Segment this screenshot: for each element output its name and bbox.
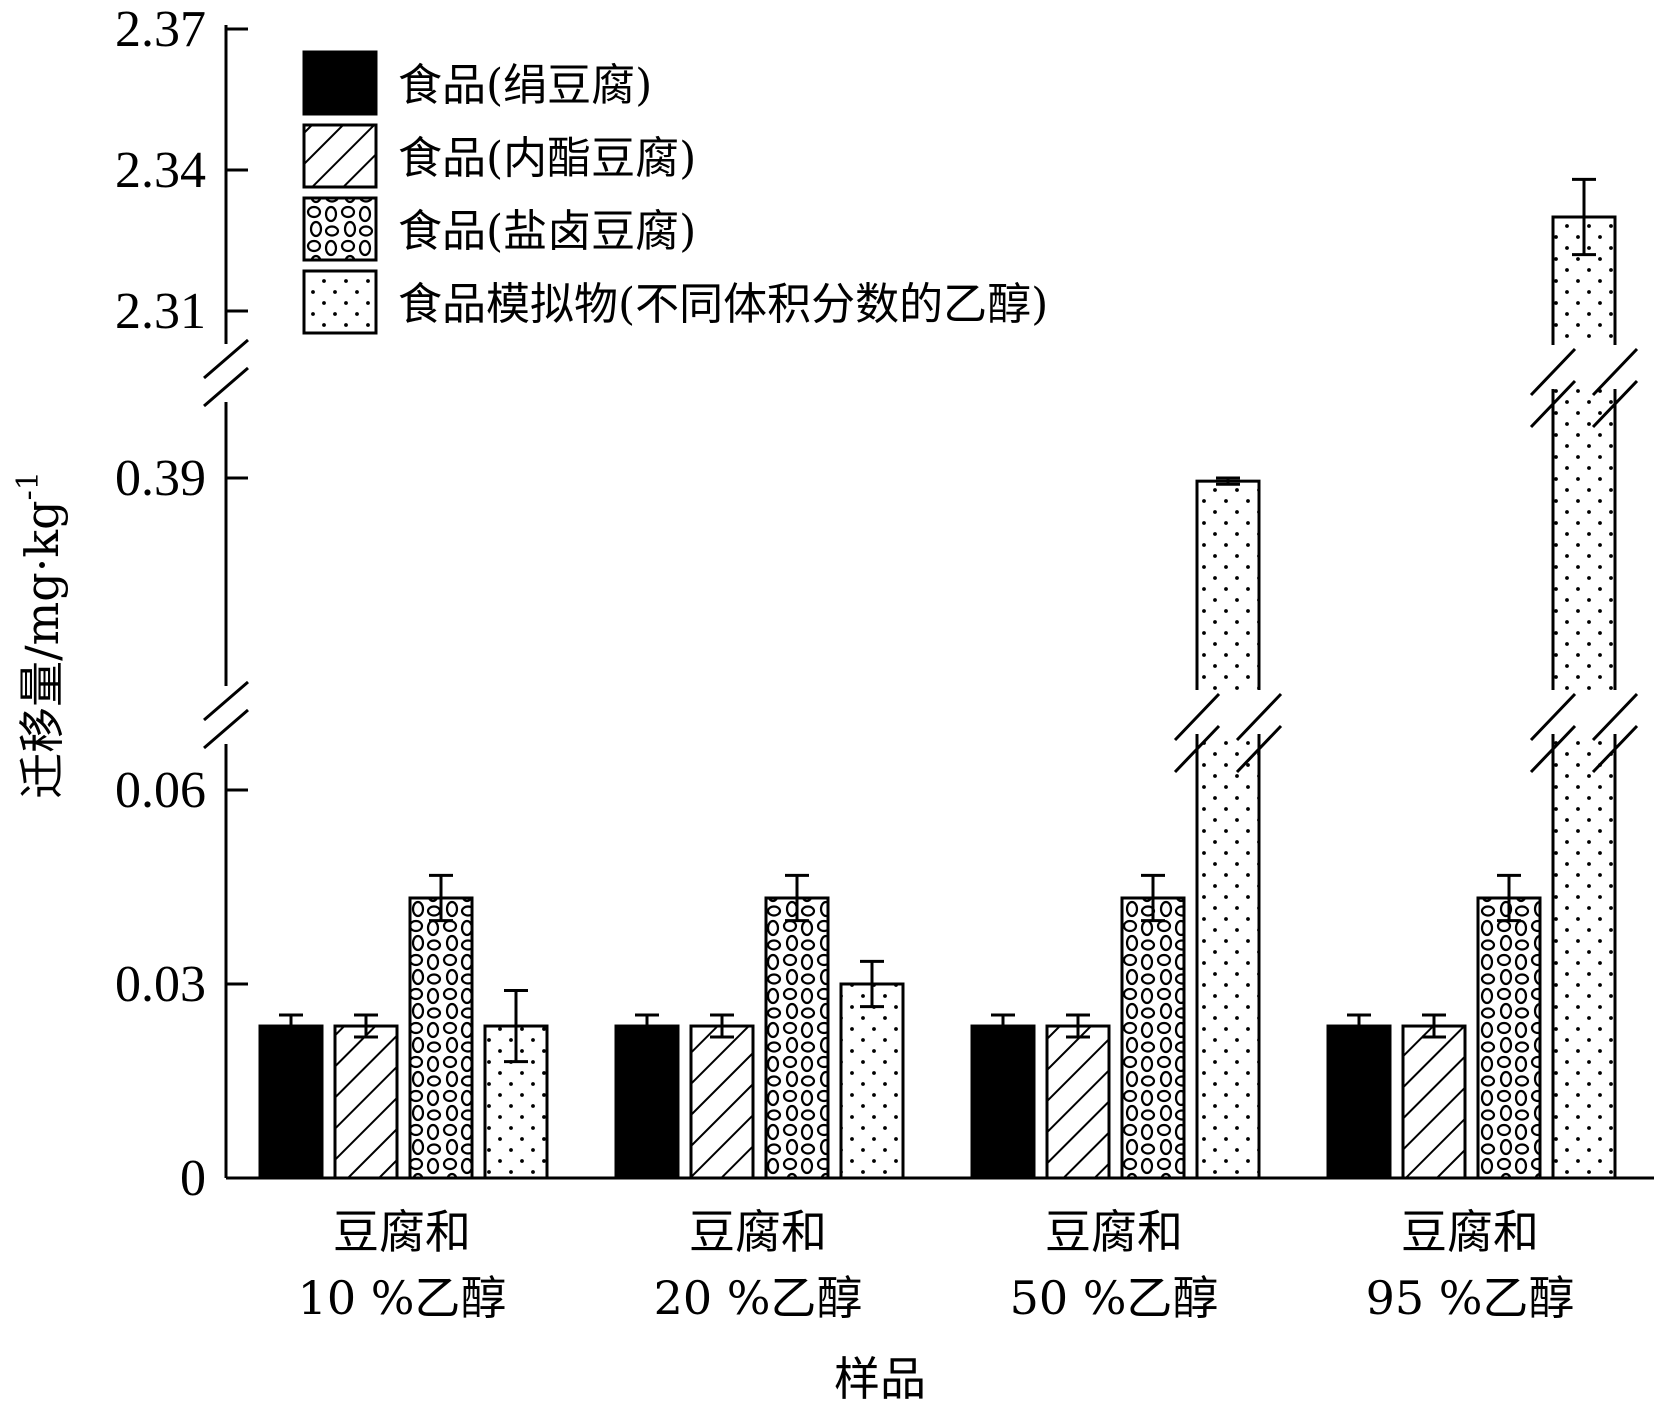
bar-break-mark <box>1591 724 1639 774</box>
x-category-label: 豆腐和 <box>689 1205 827 1259</box>
y-axis-title: 迁移量/mg·kg-1 <box>11 471 69 799</box>
legend-swatch <box>302 196 378 262</box>
y-axis-break-mark <box>203 708 249 750</box>
y-tick-label: 0.03 <box>115 956 206 1013</box>
bar <box>614 1024 680 1180</box>
x-axis-title: 样品 <box>834 1352 926 1406</box>
bar-break-gap <box>1513 690 1654 734</box>
legend-label: 食品(盐卤豆腐) <box>398 206 696 257</box>
bar <box>1401 1024 1467 1180</box>
bar <box>1045 1024 1111 1180</box>
legend: 食品(绢豆腐) 食品(内酯豆腐) 食品(盐卤豆腐) 食品模拟物(不同体积分数的乙醇) <box>302 50 1048 335</box>
bar-break-mark <box>1235 692 1283 742</box>
bar-break-gap <box>1157 690 1299 734</box>
bar-break-mark <box>1591 692 1639 742</box>
bar-break-mark <box>1173 724 1221 774</box>
bar <box>970 1024 1036 1180</box>
x-category-label: 豆腐和 <box>1045 1205 1183 1259</box>
bar-break-gap <box>1513 345 1654 389</box>
bar <box>1326 1024 1392 1180</box>
bar <box>689 1024 755 1180</box>
bar-break-mark <box>1529 379 1577 429</box>
legend-label: 食品(绢豆腐) <box>398 60 652 111</box>
x-category-label: 50 %乙醇 <box>1010 1271 1219 1325</box>
bar-break-mark <box>1235 724 1283 774</box>
x-category-label: 95 %乙醇 <box>1366 1271 1575 1325</box>
bar-break-mark <box>1591 379 1639 429</box>
legend-swatch <box>302 269 378 335</box>
bar <box>408 896 474 1180</box>
bar <box>1476 896 1542 1180</box>
y-axis-break-mark <box>203 366 249 408</box>
y-tick-label: 2.31 <box>115 283 206 340</box>
x-category-label: 20 %乙醇 <box>654 1271 863 1325</box>
bar-break-mark <box>1591 347 1639 397</box>
bar <box>1120 896 1186 1180</box>
x-category-label: 豆腐和 <box>1401 1205 1539 1259</box>
legend-label: 食品(内酯豆腐) <box>398 133 696 184</box>
bar <box>764 896 830 1180</box>
bar-break-mark <box>1173 692 1221 742</box>
legend-swatch <box>302 123 378 189</box>
legend-swatch <box>302 50 378 116</box>
y-tick-label: 0.06 <box>115 762 206 819</box>
y-axis-title-superscript: -1 <box>11 471 46 500</box>
bar <box>333 1024 399 1180</box>
x-category-label: 10 %乙醇 <box>298 1271 507 1325</box>
y-axis-break-mark <box>203 680 249 722</box>
bar-break-mark <box>1529 692 1577 742</box>
legend-label: 食品模拟物(不同体积分数的乙醇) <box>398 279 1048 330</box>
y-axis-break-mark <box>203 338 249 380</box>
y-tick-label: 2.37 <box>115 1 206 58</box>
bar-break-mark <box>1529 347 1577 397</box>
bar <box>839 982 905 1180</box>
x-category-label: 豆腐和 <box>333 1205 471 1259</box>
y-tick-label: 2.34 <box>115 142 206 199</box>
y-tick-label: 0 <box>180 1150 206 1207</box>
bar <box>258 1024 324 1180</box>
bars <box>258 177 1654 1180</box>
y-tick-label: 0.39 <box>115 450 206 507</box>
bar <box>1195 479 1261 1180</box>
bar-break-mark <box>1529 724 1577 774</box>
